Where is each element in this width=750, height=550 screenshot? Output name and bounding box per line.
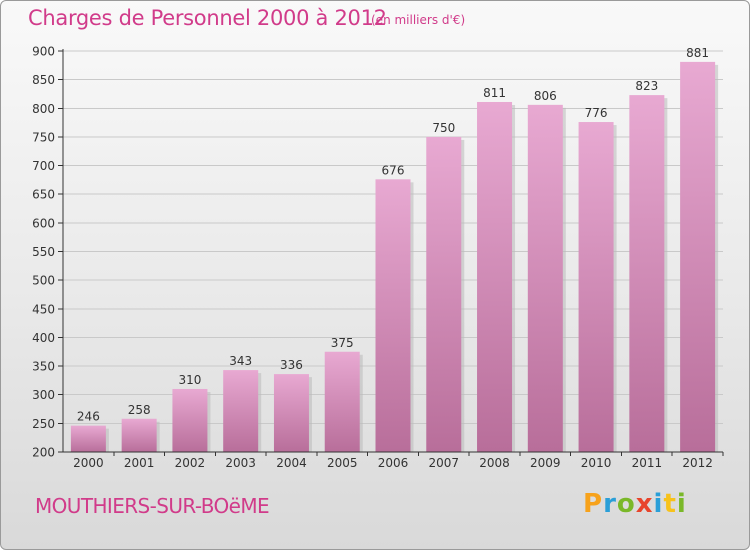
y-tick-label: 800 (32, 102, 55, 116)
bar-value-label: 881 (686, 46, 709, 60)
bar-value-label: 246 (77, 410, 100, 424)
bar-value-label: 343 (229, 354, 252, 368)
logo-letter: i (653, 489, 664, 519)
bar-2010 (578, 122, 614, 452)
proxiti-logo[interactable]: Proxiti (583, 489, 687, 519)
y-tick-label: 500 (32, 274, 55, 288)
y-tick-label: 550 (32, 245, 55, 259)
bar-2005 (324, 351, 360, 452)
axes: 200 250 300 350 400 450 500 550 600 650 700 750 800 8… (32, 45, 724, 470)
bar-value-label: 676 (382, 163, 405, 177)
x-tick-label: 2010 (581, 456, 612, 470)
bar-2004 (273, 374, 309, 452)
y-tick-label: 650 (32, 188, 55, 202)
bar-2003 (223, 370, 259, 452)
logo-letter: P (583, 489, 604, 519)
bar-value-label: 375 (331, 336, 354, 350)
y-tick-label: 200 (32, 446, 55, 460)
y-tick-label: 450 (32, 302, 55, 316)
y-tick-label: 400 (32, 331, 55, 345)
logo-letter: i (676, 489, 687, 519)
bar-2007 (426, 136, 462, 452)
bar-2006 (375, 179, 411, 452)
commune-name: MOUTHIERS-SUR-BOëME (35, 494, 270, 518)
x-tick-label: 2003 (225, 456, 256, 470)
bar-2011 (629, 95, 665, 453)
bar-2001 (121, 418, 157, 452)
x-tick-label: 2004 (276, 456, 307, 470)
bar-2002 (172, 388, 208, 452)
x-tick-label: 2001 (124, 456, 155, 470)
unit-note: (en milliers d'€) (371, 13, 466, 27)
bar-value-label: 806 (534, 89, 557, 103)
logo-letter: x (635, 489, 654, 519)
y-tick-label: 350 (32, 360, 55, 374)
x-tick-label: 2008 (479, 456, 510, 470)
bars: 246 258 310 343 336 375 676 750 811 806 776 823 881 (70, 46, 719, 453)
bar-value-label: 811 (483, 86, 506, 100)
logo-letter: t (663, 489, 677, 519)
x-tick-label: 2007 (428, 456, 459, 470)
bar-value-label: 336 (280, 358, 303, 372)
bar-2009 (527, 104, 563, 452)
bar-2000 (70, 425, 106, 452)
bar-value-label: 750 (432, 121, 455, 135)
y-tick-label: 250 (32, 417, 55, 431)
x-tick-label: 2005 (327, 456, 358, 470)
y-tick-label: 300 (32, 388, 55, 402)
logo-letter: o (616, 489, 636, 519)
bar-value-label: 776 (585, 106, 608, 120)
bar-2012 (680, 61, 716, 453)
x-tick-label: 2006 (378, 456, 409, 470)
y-tick-label: 900 (32, 45, 55, 59)
bar-value-label: 823 (635, 79, 658, 93)
bar-2008 (477, 101, 513, 452)
y-tick-label: 600 (32, 216, 55, 230)
chart-title: Charges de Personnel 2000 à 2012 (28, 6, 387, 30)
x-tick-label: 2000 (73, 456, 104, 470)
x-tick-label: 2012 (682, 456, 713, 470)
x-tick-label: 2009 (530, 456, 561, 470)
y-tick-label: 700 (32, 159, 55, 173)
x-tick-label: 2002 (175, 456, 206, 470)
bar-value-label: 310 (178, 373, 201, 387)
logo-letter: r (603, 489, 617, 519)
x-tick-label: 2011 (632, 456, 663, 470)
y-tick-label: 850 (32, 73, 55, 87)
y-tick-label: 750 (32, 130, 55, 144)
bar-value-label: 258 (128, 403, 151, 417)
